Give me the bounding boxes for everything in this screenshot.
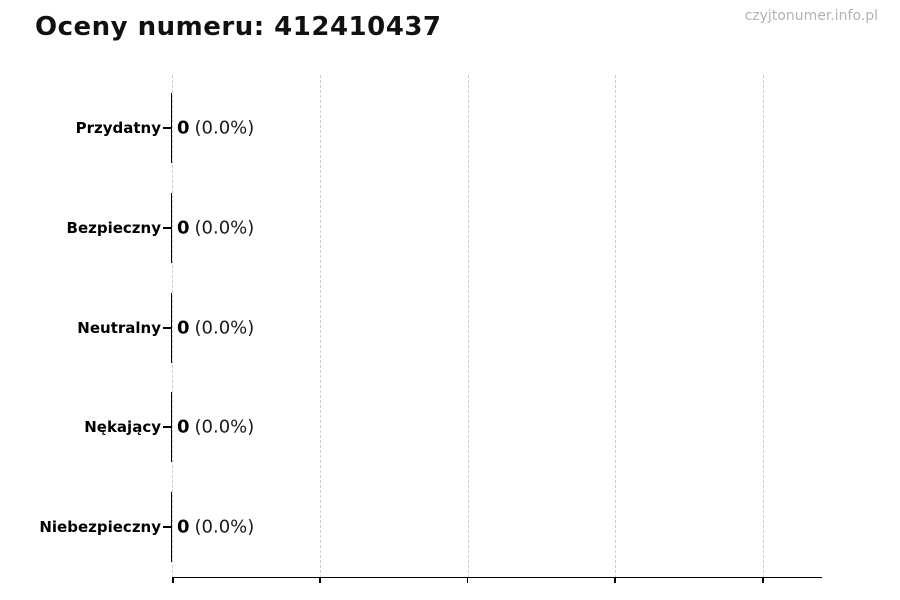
percent-value: (0.0%) [194, 317, 255, 339]
value-label: 0 (0.0%) [177, 218, 254, 239]
count-value: 0 [177, 317, 190, 339]
plot-area [172, 75, 822, 583]
chart-row: Nękający 0 (0.0%) [0, 377, 900, 477]
y-axis-tick [163, 227, 171, 229]
value-label: 0 (0.0%) [177, 417, 254, 438]
x-axis-tick [762, 578, 764, 583]
gridline [172, 75, 173, 578]
watermark-text: czyjtonumer.info.pl [744, 8, 878, 24]
zero-value-bar [170, 492, 172, 562]
category-label: Bezpieczny [66, 219, 161, 237]
category-label: Niebezpieczny [39, 518, 161, 536]
chart-row: Neutralny 0 (0.0%) [0, 278, 900, 378]
category-label: Nękający [84, 418, 161, 436]
y-axis-tick [163, 327, 171, 329]
count-value: 0 [177, 416, 190, 438]
x-axis-tick [172, 578, 174, 583]
value-label: 0 (0.0%) [177, 517, 254, 538]
count-value: 0 [177, 117, 190, 139]
gridline [763, 75, 764, 578]
percent-value: (0.0%) [194, 117, 255, 139]
x-axis-line [172, 576, 822, 578]
zero-value-bar [170, 392, 172, 462]
category-label: Neutralny [77, 319, 161, 337]
chart-row: Bezpieczny 0 (0.0%) [0, 178, 900, 278]
zero-value-bar [170, 293, 172, 363]
chart-row: Niebezpieczny 0 (0.0%) [0, 477, 900, 577]
count-value: 0 [177, 516, 190, 538]
count-value: 0 [177, 217, 190, 239]
chart-row: Przydatny 0 (0.0%) [0, 78, 900, 178]
gridline [319, 75, 321, 578]
zero-value-bar [170, 193, 172, 263]
y-axis-tick [163, 526, 171, 528]
value-label: 0 (0.0%) [177, 318, 254, 339]
y-axis-tick [163, 127, 171, 129]
gridline [615, 75, 617, 578]
value-label: 0 (0.0%) [177, 118, 254, 139]
x-axis-tick [466, 578, 469, 583]
gridline [467, 75, 469, 578]
category-label: Przydatny [75, 119, 161, 137]
x-axis-tick [614, 578, 616, 583]
y-axis-tick [163, 426, 171, 428]
zero-value-bar [170, 93, 172, 163]
percent-value: (0.0%) [194, 416, 255, 438]
x-axis-tick [319, 578, 321, 583]
percent-value: (0.0%) [194, 217, 255, 239]
chart-title: Oceny numeru: 412410437 [35, 12, 442, 42]
percent-value: (0.0%) [194, 516, 255, 538]
